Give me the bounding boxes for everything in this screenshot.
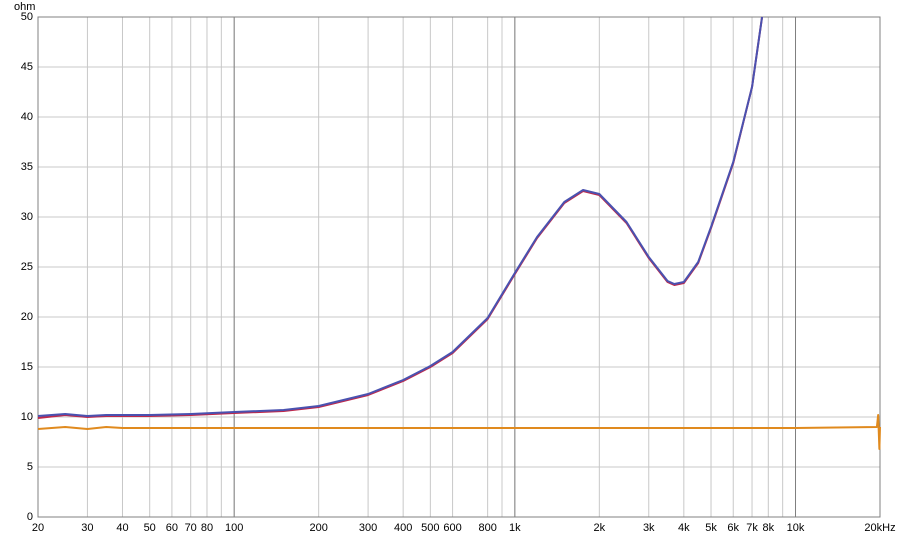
x-tick-label: 5k	[705, 522, 717, 534]
y-tick-label: 5	[27, 461, 33, 473]
y-tick-label: 50	[21, 11, 33, 23]
x-tick-label: 500	[421, 522, 439, 534]
x-tick-label: 6k	[727, 522, 739, 534]
y-tick-label: 25	[21, 261, 33, 273]
x-tick-label: 20kHz	[864, 522, 895, 534]
y-tick-label: 10	[21, 411, 33, 423]
y-tick-label: 0	[27, 511, 33, 523]
x-tick-label: 60	[166, 522, 178, 534]
x-tick-label: 300	[359, 522, 377, 534]
y-tick-label: 15	[21, 361, 33, 373]
x-tick-label: 7k	[746, 522, 758, 534]
plot-frame	[37, 16, 881, 518]
x-tick-label: 30	[81, 522, 93, 534]
y-axis-label: ohm	[14, 1, 35, 13]
x-tick-label: 70	[185, 522, 197, 534]
y-tick-label: 45	[21, 61, 33, 73]
y-tick-label: 35	[21, 161, 33, 173]
x-tick-label: 100	[225, 522, 243, 534]
x-tick-label: 40	[116, 522, 128, 534]
series-line	[37, 16, 764, 417]
x-tick-label: 4k	[678, 522, 690, 534]
x-tick-label: 1k	[509, 522, 521, 534]
x-tick-label: 600	[443, 522, 461, 534]
y-tick-label: 20	[21, 311, 33, 323]
y-tick-label: 30	[21, 211, 33, 223]
x-tick-label: 10k	[787, 522, 805, 534]
x-tick-label: 200	[309, 522, 327, 534]
x-tick-label: 2k	[594, 522, 606, 534]
x-tick-label: 8k	[762, 522, 774, 534]
x-tick-label: 50	[144, 522, 156, 534]
x-tick-label: 3k	[643, 522, 655, 534]
x-tick-label: 400	[394, 522, 412, 534]
y-tick-label: 40	[21, 111, 33, 123]
series-line	[37, 414, 881, 450]
x-tick-label: 80	[201, 522, 213, 534]
x-tick-label: 20	[32, 522, 44, 534]
x-tick-label: 800	[478, 522, 496, 534]
